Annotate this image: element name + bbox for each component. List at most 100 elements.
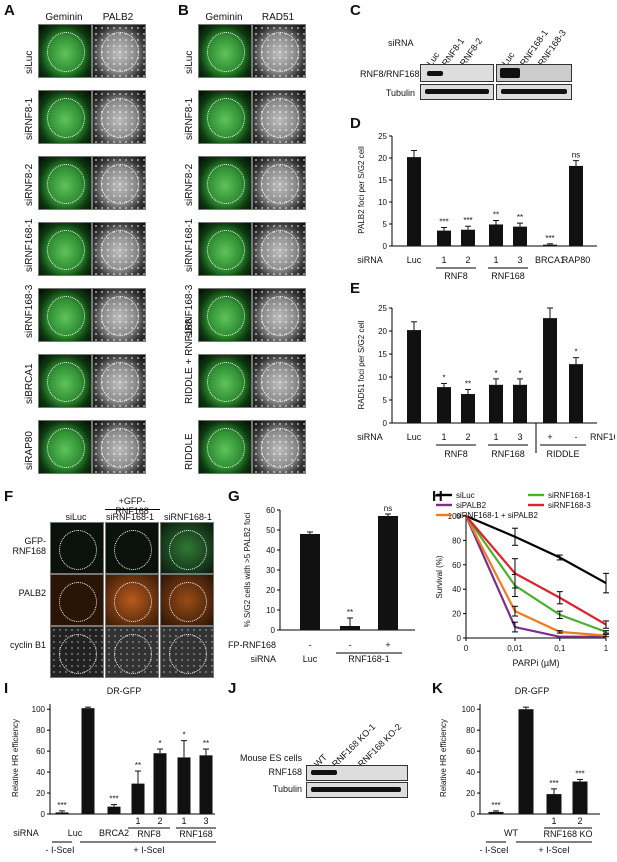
y-tick-label: 100 [448,512,462,521]
bar-label: RNF168 [590,432,615,442]
stain-micrograph [252,156,306,210]
panel-f-micrograph [160,626,214,678]
row-label: RIDDLE + RNF168 [184,318,195,404]
row-label: siRNF168-1 [24,218,35,272]
sirna-label: siRNA [13,828,39,838]
y-tick-label: 0 [457,634,462,643]
y-tick-label: 80 [452,536,461,545]
panel-label-e: E [350,280,361,297]
row-value: + [385,640,390,650]
y-tick-label: 100 [32,705,46,714]
significance-label: ** [347,608,353,617]
chart-g: 0 10 20 30 40 50 60 ** ns % S/G2 cells with >5 PA… [228,504,415,664]
y-tick-label: 0 [383,419,388,428]
significance-label: ns [384,504,392,513]
geminin-micrograph [38,156,92,210]
y-tick-label: 60 [266,506,275,515]
bar [177,757,191,814]
row-label: siRNA [250,654,276,664]
chart-k: DR-GFP 0 20 40 60 80 100 *** *** *** Relative HR e… [439,686,600,855]
y-tick-label: 100 [462,705,476,714]
blot-c-tubulin-2 [496,84,572,100]
y-tick-label: 60 [466,747,475,756]
y-tick-label: 20 [452,610,461,619]
y-tick-label: 80 [36,726,45,735]
row-value: Luc [303,654,318,664]
panel-f-micrograph [160,522,214,574]
panel-j-cell-label: Mouse ES cells [239,753,302,763]
legend-label: siLuc [456,491,475,500]
series-line [465,515,607,626]
y-tick-label: 40 [466,768,475,777]
bar-label: 3 [517,255,522,265]
row-value: RNF168-1 [348,654,390,664]
panel-f-row-label: PALB2 [18,588,46,598]
stain-micrograph [92,156,146,210]
row-label: GFP-RNF168 [228,640,276,650]
y-tick-label: 5 [383,396,388,405]
bar [131,783,145,814]
significance-label: * [442,373,445,382]
row-label: siRAP80 [24,431,35,470]
stain-micrograph [92,222,146,276]
x-tick-label: 0,01 [507,644,523,653]
y-tick-label: 80 [466,726,475,735]
row-label: siLuc [24,50,35,74]
bar [378,516,398,630]
panel-c-sirna-label: siRNA [388,38,414,48]
row-value: - [349,640,352,650]
panel-label-b: B [178,2,189,19]
panel-a-col-palb2: PALB2 [102,12,134,23]
x-axis-label: PARPi (µM) [512,658,559,668]
x-tick-label: 0 [464,644,469,653]
group-label: RNF8 [444,449,468,459]
significance-label: ns [572,151,580,160]
significance-label: *** [109,795,118,804]
y-tick-label: 40 [266,546,275,555]
y-tick-label: 0 [471,810,476,819]
panel-f-micrograph [50,574,104,626]
stain-micrograph [92,354,146,408]
bar [461,394,475,423]
significance-label: * [494,369,497,378]
panel-label-h: H [432,488,443,505]
significance-label: ** [465,379,471,388]
significance-label: ** [203,739,209,748]
bar-label: Luc [68,828,83,838]
significance-label: * [182,731,185,740]
bar [81,708,95,814]
row-label: siLuc [184,50,195,74]
bar-label: 2 [465,432,470,442]
geminin-micrograph [38,354,92,408]
geminin-micrograph [198,156,252,210]
bar [437,230,451,246]
y-tick-label: 60 [36,747,45,756]
y-tick-label: 20 [266,586,275,595]
row-label: siRNF8-2 [184,163,195,206]
bar [543,244,557,246]
y-tick-label: 0 [41,810,46,819]
geminin-micrograph [198,90,252,144]
y-tick-label: 20 [378,327,387,336]
panel-c-row-tubulin: Tubulin [385,88,415,98]
lane-label: RNF168 KO-1 [330,721,378,770]
y-tick-label: 60 [452,561,461,570]
panel-c-row-rnf: RNF8/RNF168 [360,69,420,79]
significance-label: *** [491,801,500,810]
bar [407,330,421,423]
panel-label-i: I [4,680,9,697]
bar [513,384,527,423]
series-line [465,515,607,633]
y-tick-label: 40 [452,585,461,594]
bar-label: - [575,432,578,442]
y-axis-label: RAD51 foci per S/G2 cell [357,320,366,409]
bar-label: 1 [135,816,140,826]
panel-f-micrograph [50,626,104,678]
significance-label: *** [549,779,558,788]
stain-micrograph [252,90,306,144]
isce-label: + I-SceI [538,845,569,855]
bar [340,626,360,630]
y-tick-label: 20 [36,789,45,798]
panel-f-micrograph [160,574,214,626]
